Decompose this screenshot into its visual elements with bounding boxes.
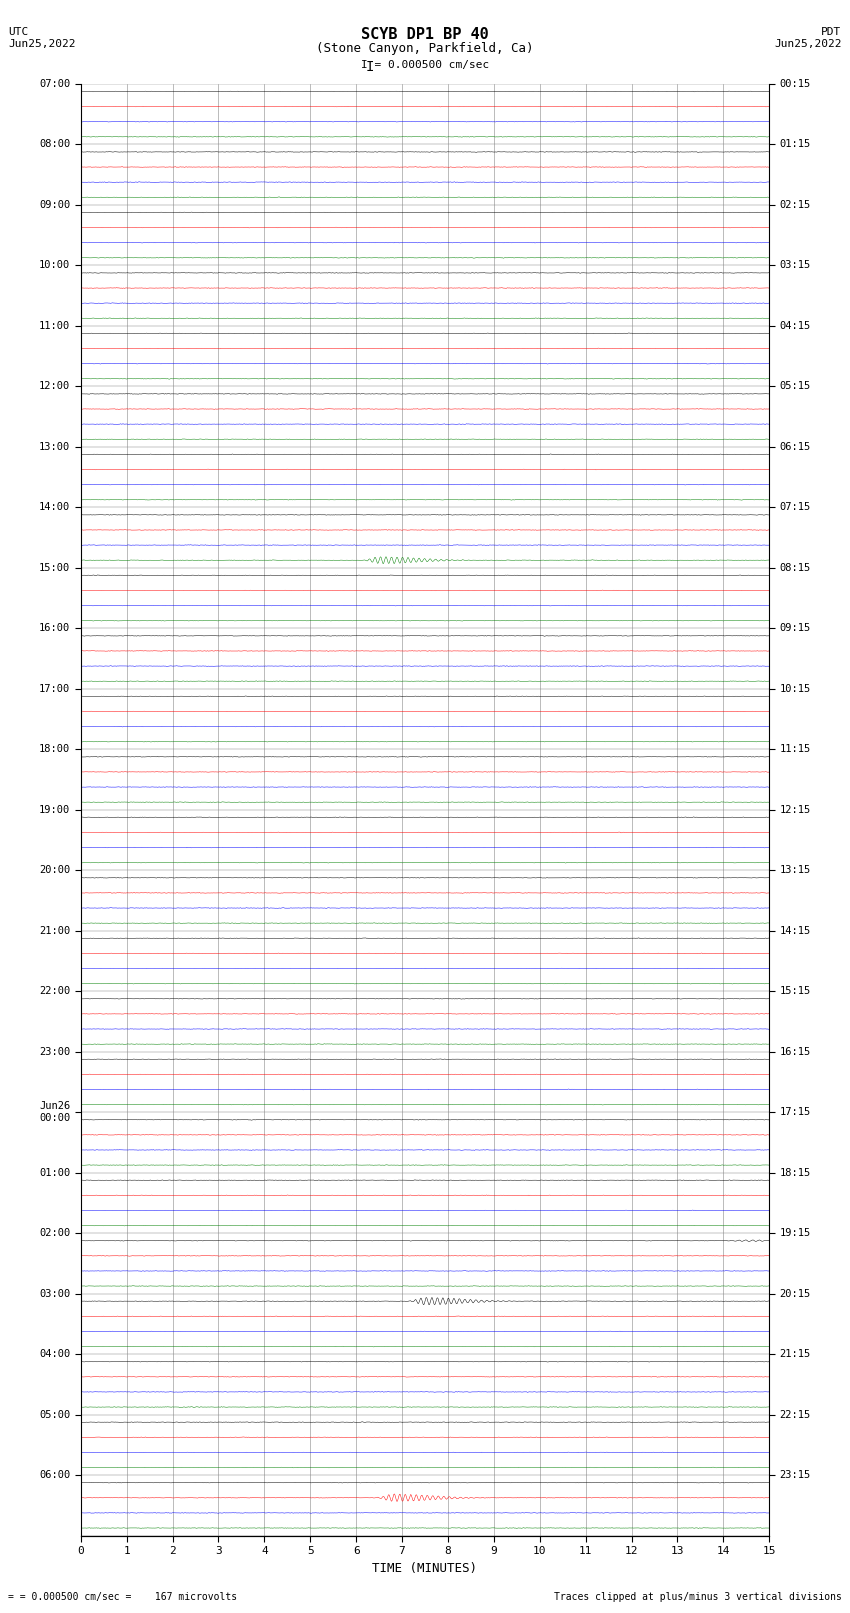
Text: UTC: UTC	[8, 27, 29, 37]
Text: Jun25,2022: Jun25,2022	[774, 39, 842, 48]
Text: Traces clipped at plus/minus 3 vertical divisions: Traces clipped at plus/minus 3 vertical …	[553, 1592, 842, 1602]
Text: = = 0.000500 cm/sec =    167 microvolts: = = 0.000500 cm/sec = 167 microvolts	[8, 1592, 238, 1602]
Text: (Stone Canyon, Parkfield, Ca): (Stone Canyon, Parkfield, Ca)	[316, 42, 534, 55]
Text: I = 0.000500 cm/sec: I = 0.000500 cm/sec	[361, 60, 489, 69]
Text: SCYB DP1 BP 40: SCYB DP1 BP 40	[361, 27, 489, 42]
Text: Jun25,2022: Jun25,2022	[8, 39, 76, 48]
X-axis label: TIME (MINUTES): TIME (MINUTES)	[372, 1561, 478, 1574]
Text: PDT: PDT	[821, 27, 842, 37]
Text: Ι: Ι	[366, 60, 374, 74]
